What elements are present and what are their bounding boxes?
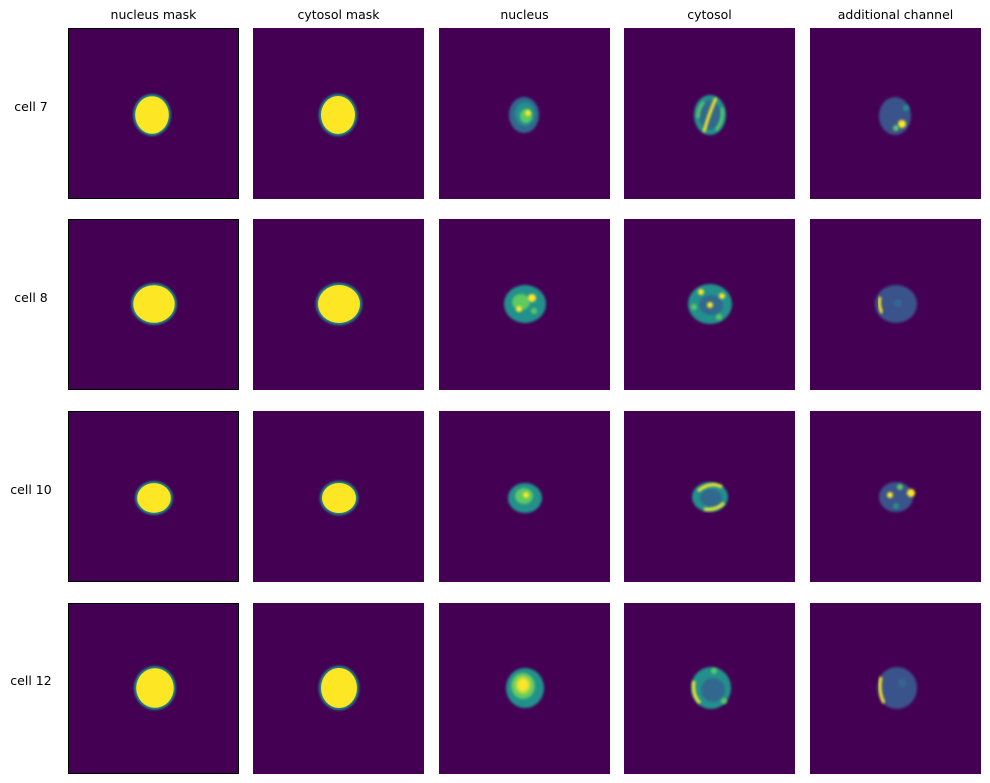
column-title-cytosol-mask: cytosol mask — [297, 7, 380, 22]
image-cell-8-cytosol-mask — [253, 219, 424, 390]
image-cell-8-nucleus-mask — [68, 219, 239, 390]
image-cell-10-nucleus-mask — [68, 411, 239, 582]
column-title-cytosol: cytosol — [687, 7, 732, 22]
image-cell-12-nucleus — [439, 603, 610, 774]
column-title-nucleus-mask: nucleus mask — [110, 7, 197, 22]
image-cell-12-nucleus-mask — [68, 603, 239, 774]
row-label-cell-8: cell 8 — [14, 290, 48, 305]
image-cell-7-nucleus — [439, 28, 610, 199]
image-cell-7-cytosol-mask — [253, 28, 424, 199]
image-cell-10-cytosol-mask — [253, 411, 424, 582]
image-cell-7-nucleus-mask — [68, 28, 239, 199]
row-label-cell-10: cell 10 — [10, 482, 52, 497]
row-label-cell-7: cell 7 — [14, 99, 48, 114]
image-cell-8-additional-channel — [810, 219, 981, 390]
image-cell-7-cytosol — [624, 28, 795, 199]
row-label-cell-12: cell 12 — [10, 673, 52, 688]
image-cell-10-cytosol — [624, 411, 795, 582]
image-cell-7-additional-channel — [810, 28, 981, 199]
column-title-nucleus: nucleus — [500, 7, 549, 22]
image-cell-10-nucleus — [439, 411, 610, 582]
image-cell-10-additional-channel — [810, 411, 981, 582]
image-cell-12-additional-channel — [810, 603, 981, 774]
image-cell-8-cytosol — [624, 219, 795, 390]
image-cell-12-cytosol-mask — [253, 603, 424, 774]
column-title-additional-channel: additional channel — [837, 7, 954, 22]
image-cell-12-cytosol — [624, 603, 795, 774]
image-cell-8-nucleus — [439, 219, 610, 390]
